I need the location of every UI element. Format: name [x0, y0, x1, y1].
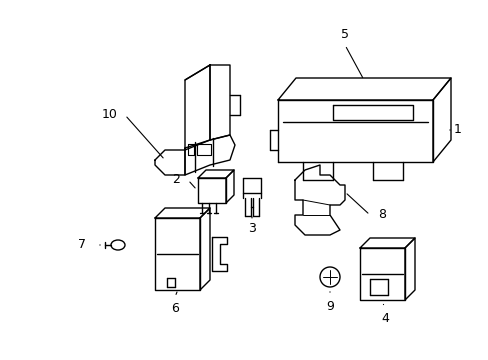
- Ellipse shape: [111, 240, 125, 250]
- Text: 5: 5: [340, 28, 348, 41]
- Text: 8: 8: [377, 208, 385, 221]
- Text: 1: 1: [453, 123, 461, 136]
- Text: 2: 2: [172, 174, 180, 186]
- Text: 6: 6: [171, 302, 179, 315]
- Text: 10: 10: [102, 108, 118, 121]
- Text: 7: 7: [78, 238, 86, 252]
- Text: 4: 4: [380, 312, 388, 325]
- Circle shape: [319, 267, 339, 287]
- Text: 9: 9: [325, 301, 333, 314]
- Text: 3: 3: [247, 222, 255, 235]
